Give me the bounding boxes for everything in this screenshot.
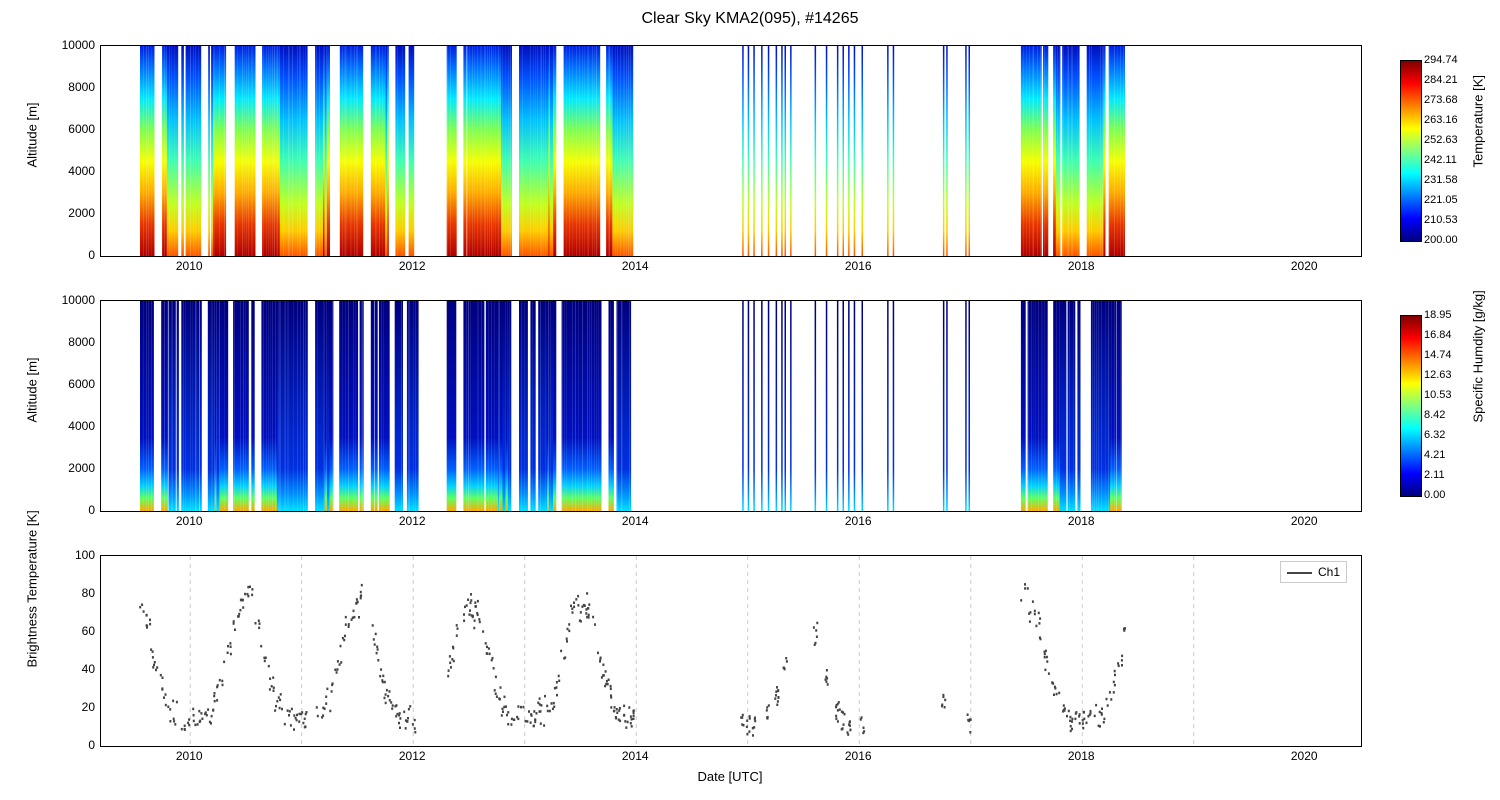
temperature-colorbar <box>1400 60 1422 242</box>
colorbar-tick: 14.74 <box>1424 349 1452 361</box>
xtick-label: 2014 <box>622 514 649 528</box>
colorbar-tick: 273.68 <box>1424 94 1458 106</box>
colorbar-tick: 16.84 <box>1424 329 1452 341</box>
ytick-label: 8000 <box>45 80 95 94</box>
humidity-colorbar-label: Specific Humdity [g/kg] <box>1471 403 1486 423</box>
colorbar-tick: 252.63 <box>1424 134 1458 146</box>
colorbar-tick: 10.53 <box>1424 389 1452 401</box>
x-axis-label: Date [UTC] <box>100 769 1360 784</box>
ytick-label: 6000 <box>45 122 95 136</box>
xtick-label: 2012 <box>399 259 426 273</box>
xtick-label: 2020 <box>1291 749 1318 763</box>
colorbar-tick: 221.05 <box>1424 194 1458 206</box>
figure-title: Clear Sky KMA2(095), #14265 <box>0 10 1500 28</box>
ytick-label: 4000 <box>45 164 95 178</box>
ytick-label: 0 <box>45 248 95 262</box>
temperature-ylabel: Altitude [m] <box>25 148 40 168</box>
colorbar-tick: 0.00 <box>1424 489 1445 501</box>
temperature-colorbar-label: Temperature [K] <box>1471 148 1486 168</box>
ytick-label: 100 <box>55 548 95 562</box>
colorbar-tick: 263.16 <box>1424 114 1458 126</box>
xtick-label: 2018 <box>1068 749 1095 763</box>
xtick-label: 2016 <box>845 749 872 763</box>
colorbar-tick: 4.21 <box>1424 449 1445 461</box>
humidity-panel <box>100 300 1362 512</box>
legend-line-icon <box>1287 572 1312 574</box>
ytick-label: 0 <box>55 738 95 752</box>
xtick-label: 2018 <box>1068 259 1095 273</box>
ytick-label: 4000 <box>45 419 95 433</box>
colorbar-tick: 2.11 <box>1424 469 1445 481</box>
colorbar-tick: 242.11 <box>1424 154 1457 166</box>
colorbar-tick: 231.58 <box>1424 174 1458 186</box>
colorbar-tick: 6.32 <box>1424 429 1445 441</box>
brightness-ylabel: Brightness Temperature [K] <box>25 648 40 668</box>
colorbar-tick: 284.21 <box>1424 74 1458 86</box>
colorbar-tick: 18.95 <box>1424 309 1452 321</box>
ytick-label: 6000 <box>45 377 95 391</box>
xtick-label: 2020 <box>1291 259 1318 273</box>
colorbar-tick: 8.42 <box>1424 409 1445 421</box>
ytick-label: 8000 <box>45 335 95 349</box>
ytick-label: 10000 <box>45 38 95 52</box>
xtick-label: 2016 <box>845 514 872 528</box>
ytick-label: 2000 <box>45 206 95 220</box>
xtick-label: 2012 <box>399 749 426 763</box>
ytick-label: 80 <box>55 586 95 600</box>
brightness-panel <box>100 555 1362 747</box>
colorbar-tick: 200.00 <box>1424 234 1458 246</box>
xtick-label: 2018 <box>1068 514 1095 528</box>
colorbar-tick: 210.53 <box>1424 214 1458 226</box>
legend-label: Ch1 <box>1318 565 1340 579</box>
ytick-label: 60 <box>55 624 95 638</box>
xtick-label: 2014 <box>622 749 649 763</box>
colorbar-tick: 12.63 <box>1424 369 1452 381</box>
figure: Clear Sky KMA2(095), #14265 Altitude [m]… <box>0 0 1500 800</box>
ytick-label: 2000 <box>45 461 95 475</box>
xtick-label: 2010 <box>176 749 203 763</box>
xtick-label: 2010 <box>176 514 203 528</box>
brightness-legend: Ch1 <box>1280 561 1347 583</box>
humidity-colorbar <box>1400 315 1422 497</box>
ytick-label: 40 <box>55 662 95 676</box>
xtick-label: 2016 <box>845 259 872 273</box>
xtick-label: 2012 <box>399 514 426 528</box>
xtick-label: 2014 <box>622 259 649 273</box>
temperature-panel <box>100 45 1362 257</box>
colorbar-tick: 294.74 <box>1424 54 1458 66</box>
ytick-label: 20 <box>55 700 95 714</box>
xtick-label: 2010 <box>176 259 203 273</box>
ytick-label: 0 <box>45 503 95 517</box>
ytick-label: 10000 <box>45 293 95 307</box>
humidity-ylabel: Altitude [m] <box>25 403 40 423</box>
xtick-label: 2020 <box>1291 514 1318 528</box>
